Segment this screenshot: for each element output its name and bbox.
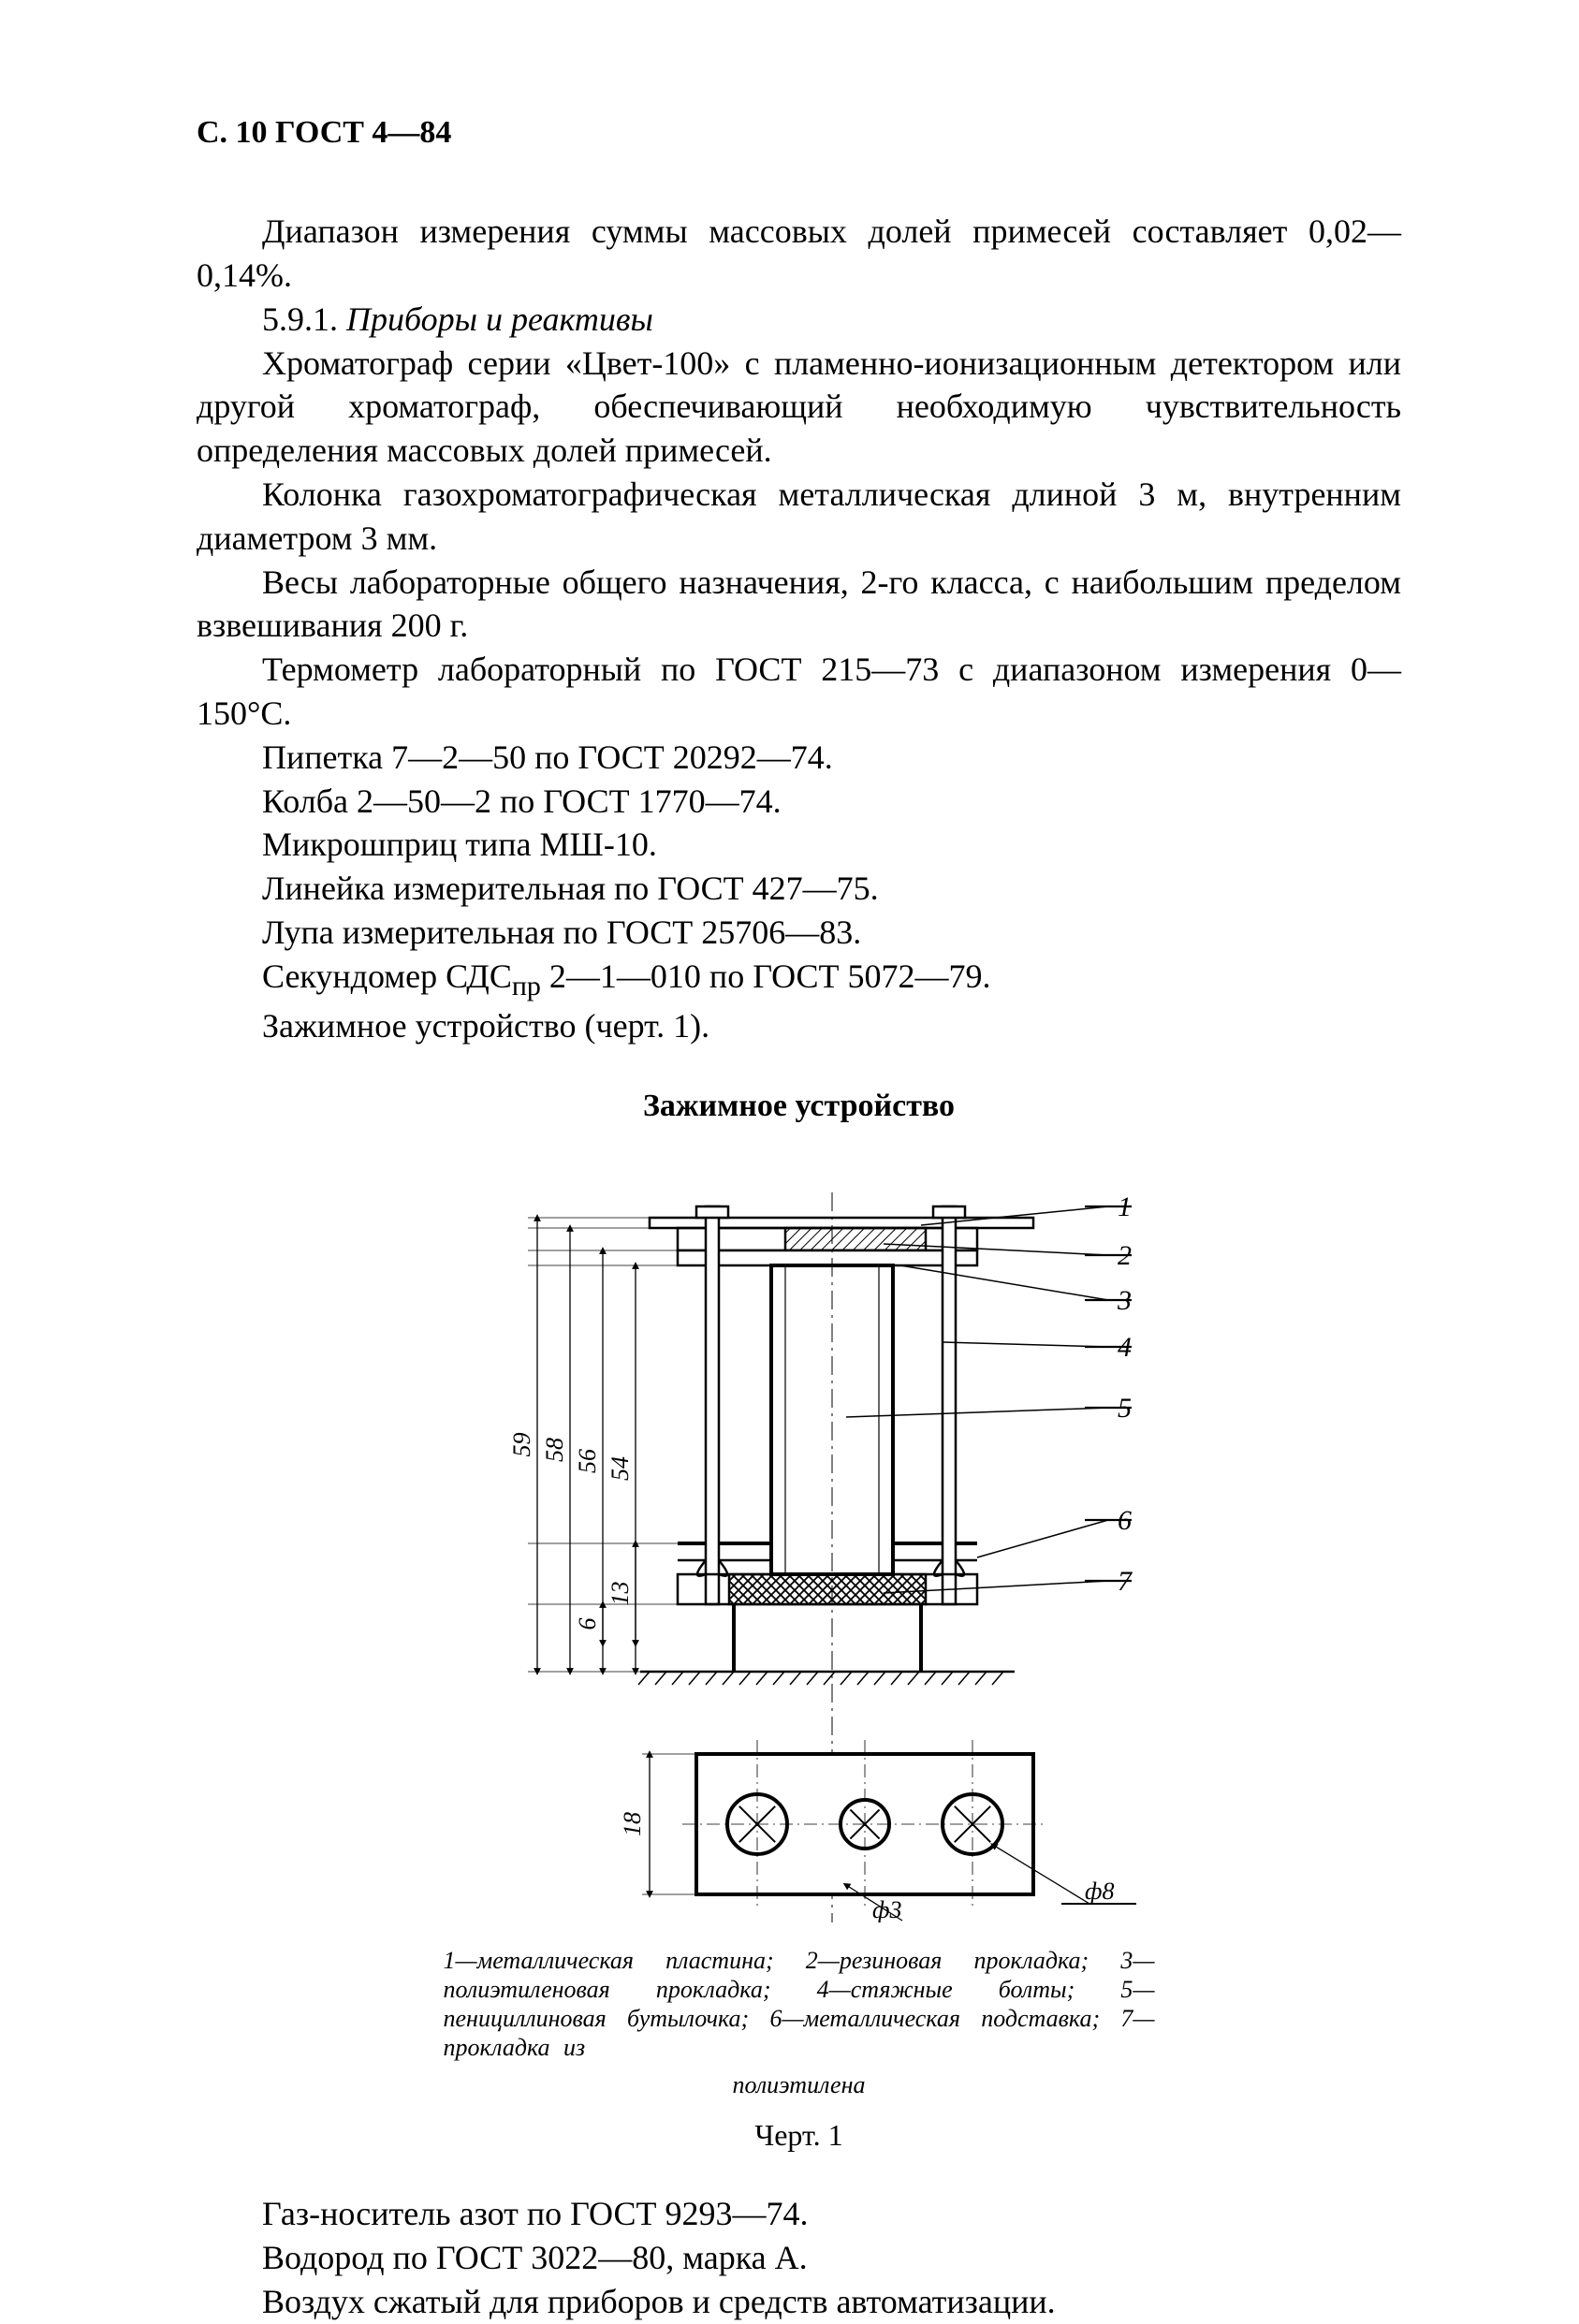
para-air: Воздух сжатый для приборов и средств авт… [197,2280,1401,2324]
para-stopwatch: Секундомер СДСпр 2—1—010 по ГОСТ 5072—79… [197,955,1401,1004]
svg-text:5: 5 [1118,1393,1132,1424]
svg-text:6: 6 [1118,1505,1132,1536]
stopwatch-b: 2—1—010 по ГОСТ 5072—79. [541,957,991,995]
para-column: Колонка газохроматографическая металличе… [197,473,1401,561]
page-header: С. 10 ГОСТ 4—84 [197,112,1401,153]
svg-text:54: 54 [607,1456,634,1481]
para-clamp: Зажимное устройство (черт. 1). [197,1004,1401,1048]
para-section-title: 5.9.1. Приборы и реактивы [197,298,1401,342]
legend-text: 1—металлическая пластина; 2—резиновая пр… [444,1947,1155,2062]
stopwatch-sub: пр [512,971,541,1001]
para-chromatograph: Хроматограф серии «Цвет-100» с пламенно-… [197,342,1401,473]
legend-last-text: полиэтилена [732,2071,865,2098]
stopwatch-a: Секундомер СДС [262,957,512,995]
svg-text:ф3: ф3 [872,1896,901,1922]
para-balance: Весы лабораторные общего назначения, 2-г… [197,561,1401,649]
svg-text:13: 13 [607,1581,634,1605]
svg-text:7: 7 [1118,1566,1133,1597]
para-flask: Колба 2—50—2 по ГОСТ 1770—74. [197,780,1401,824]
svg-text:ф8: ф8 [1085,1878,1114,1905]
svg-text:6: 6 [574,1617,601,1630]
para-hydrogen: Водород по ГОСТ 3022—80, марка А. [197,2236,1401,2280]
svg-text:56: 56 [574,1449,601,1473]
svg-text:18: 18 [619,1812,646,1836]
page: С. 10 ГОСТ 4—84 Диапазон измерения суммы… [0,0,1579,2314]
figure-legend-last: полиэтилена [197,2070,1401,2099]
figure-caption: Черт. 1 [197,2116,1401,2156]
svg-text:1: 1 [1118,1191,1132,1222]
svg-text:59: 59 [508,1432,535,1456]
clamp-diagram: 12345675958565413618ф3ф8 [397,1155,1202,1922]
para-nitrogen: Газ-носитель азот по ГОСТ 9293—74. [197,2192,1401,2236]
svg-text:3: 3 [1117,1285,1132,1316]
para-ruler: Линейка измерительная по ГОСТ 427—75. [197,867,1401,911]
svg-text:4: 4 [1118,1332,1132,1363]
figure-title: Зажимное устройство [197,1086,1401,1127]
section-number: 5.9.1. [262,300,346,338]
svg-text:58: 58 [541,1438,568,1462]
figure-legend: 1—металлическая пластина; 2—резиновая пр… [444,1946,1155,2063]
svg-text:2: 2 [1118,1240,1132,1271]
para-loupe: Лупа измерительная по ГОСТ 25706—83. [197,911,1401,955]
para-pipette: Пипетка 7—2—50 по ГОСТ 20292—74. [197,736,1401,780]
figure-wrap: 12345675958565413618ф3ф8 [197,1155,1401,1922]
para-microsyringe: Микрошприц типа МШ-10. [197,823,1401,867]
para-range: Диапазон измерения суммы массовых долей … [197,210,1401,298]
section-heading: Приборы и реактивы [346,300,653,338]
para-thermometer: Термометр лабораторный по ГОСТ 215—73 с … [197,648,1401,736]
